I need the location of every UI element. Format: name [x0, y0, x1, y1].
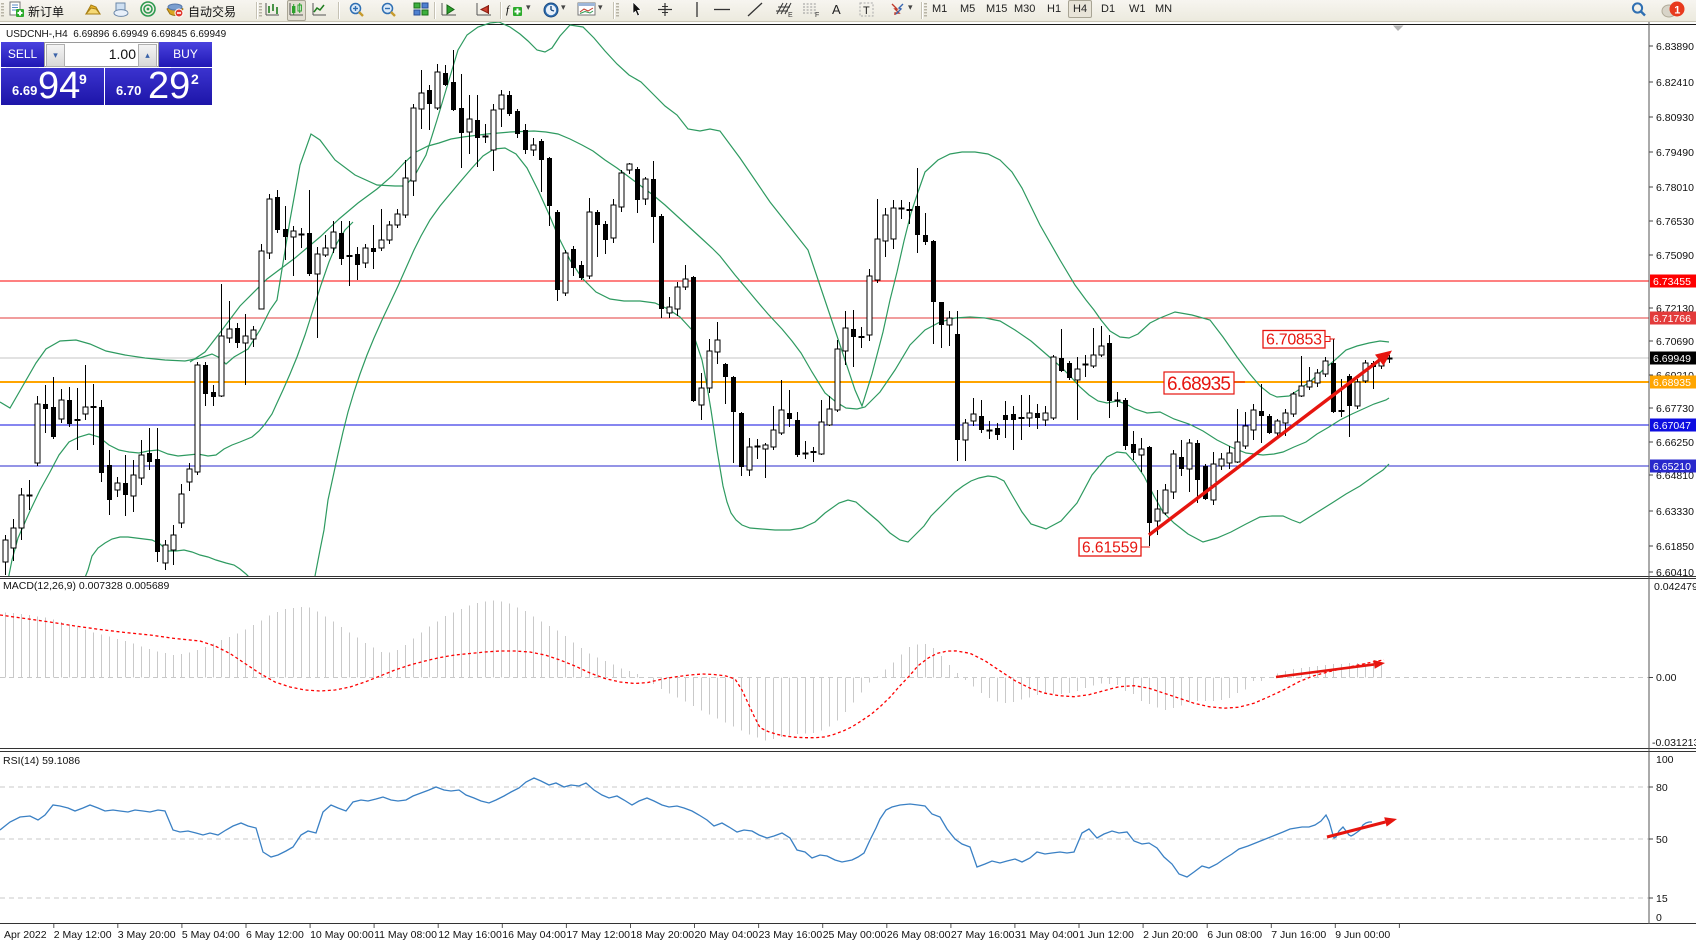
- svg-text:Apr 2022: Apr 2022: [4, 929, 47, 941]
- svg-text:6 Jun 08:00: 6 Jun 08:00: [1207, 929, 1262, 941]
- svg-text:1: 1: [1674, 5, 1680, 17]
- svg-text:20 May 04:00: 20 May 04:00: [695, 929, 759, 941]
- svg-text:27 May 16:00: 27 May 16:00: [951, 929, 1015, 941]
- svg-text:0: 0: [1656, 912, 1662, 924]
- svg-text:6 May 12:00: 6 May 12:00: [246, 929, 304, 941]
- svg-text:6.67730: 6.67730: [1656, 403, 1694, 415]
- svg-text:-0.031213: -0.031213: [1652, 737, 1696, 749]
- svg-text:6.67047: 6.67047: [1653, 420, 1691, 432]
- svg-text:50: 50: [1656, 834, 1668, 846]
- svg-text:25 May 00:00: 25 May 00:00: [823, 929, 887, 941]
- svg-text:2 Jun 20:00: 2 Jun 20:00: [1143, 929, 1198, 941]
- svg-text:6.68935: 6.68935: [1167, 374, 1231, 395]
- svg-text:6.80930: 6.80930: [1656, 112, 1694, 124]
- svg-text:7 Jun 16:00: 7 Jun 16:00: [1271, 929, 1326, 941]
- svg-text:6.66250: 6.66250: [1656, 437, 1694, 449]
- svg-text:100: 100: [1656, 754, 1674, 766]
- svg-text:5 May 04:00: 5 May 04:00: [182, 929, 240, 941]
- svg-text:26 May 08:00: 26 May 08:00: [887, 929, 951, 941]
- svg-text:3 May 20:00: 3 May 20:00: [118, 929, 176, 941]
- svg-text:6.82410: 6.82410: [1656, 77, 1694, 89]
- svg-text:6.69949: 6.69949: [1653, 353, 1691, 365]
- svg-text:A: A: [832, 2, 841, 17]
- svg-text:9 Jun 00:00: 9 Jun 00:00: [1335, 929, 1390, 941]
- svg-text:6.68935: 6.68935: [1653, 377, 1691, 389]
- svg-text:12 May 16:00: 12 May 16:00: [438, 929, 502, 941]
- svg-text:80: 80: [1656, 782, 1668, 794]
- svg-text:31 May 04:00: 31 May 04:00: [1015, 929, 1079, 941]
- svg-text:6.70853: 6.70853: [1266, 332, 1322, 349]
- svg-text:1 Jun 12:00: 1 Jun 12:00: [1079, 929, 1134, 941]
- svg-text:0.00: 0.00: [1656, 672, 1677, 684]
- svg-text:6.70690: 6.70690: [1656, 336, 1694, 348]
- svg-text:2 May 12:00: 2 May 12:00: [54, 929, 112, 941]
- svg-text:T: T: [863, 5, 870, 17]
- svg-text:6.78010: 6.78010: [1656, 182, 1694, 194]
- svg-text:10 May 00:00: 10 May 00:00: [310, 929, 374, 941]
- svg-text:11 May 08:00: 11 May 08:00: [374, 929, 437, 941]
- svg-text:17 May 12:00: 17 May 12:00: [566, 929, 630, 941]
- svg-text:0.042479: 0.042479: [1654, 581, 1696, 593]
- svg-text:6.63330: 6.63330: [1656, 506, 1694, 518]
- svg-text:USDCNH-,H4 6.69896 6.69949 6.: USDCNH-,H4 6.69896 6.69949 6.69845 6.699…: [6, 29, 227, 40]
- svg-text:6.79490: 6.79490: [1656, 147, 1694, 159]
- svg-text:6.83890: 6.83890: [1656, 41, 1694, 53]
- svg-text:23 May 16:00: 23 May 16:00: [759, 929, 823, 941]
- svg-text:18 May 20:00: 18 May 20:00: [631, 929, 695, 941]
- svg-text:15: 15: [1656, 893, 1668, 905]
- svg-text:E: E: [788, 12, 793, 18]
- svg-text:F: F: [815, 12, 819, 18]
- svg-text:RSI(14) 59.1086: RSI(14) 59.1086: [3, 755, 80, 767]
- svg-text:6.64810: 6.64810: [1656, 470, 1694, 482]
- svg-text:6.76530: 6.76530: [1656, 216, 1694, 228]
- svg-text:16 May 04:00: 16 May 04:00: [502, 929, 566, 941]
- svg-text:6.61850: 6.61850: [1656, 541, 1694, 553]
- svg-text:6.73455: 6.73455: [1653, 276, 1691, 288]
- svg-text:6.60410: 6.60410: [1656, 567, 1694, 579]
- svg-text:6.75090: 6.75090: [1656, 250, 1694, 262]
- svg-text:f: f: [506, 4, 511, 16]
- svg-text:6.61559: 6.61559: [1082, 540, 1138, 557]
- svg-text:MACD(12,26,9) 0.007328 0.00568: MACD(12,26,9) 0.007328 0.005689: [3, 580, 170, 592]
- svg-text:6.65210: 6.65210: [1653, 461, 1691, 473]
- svg-text:6.71766: 6.71766: [1653, 313, 1691, 325]
